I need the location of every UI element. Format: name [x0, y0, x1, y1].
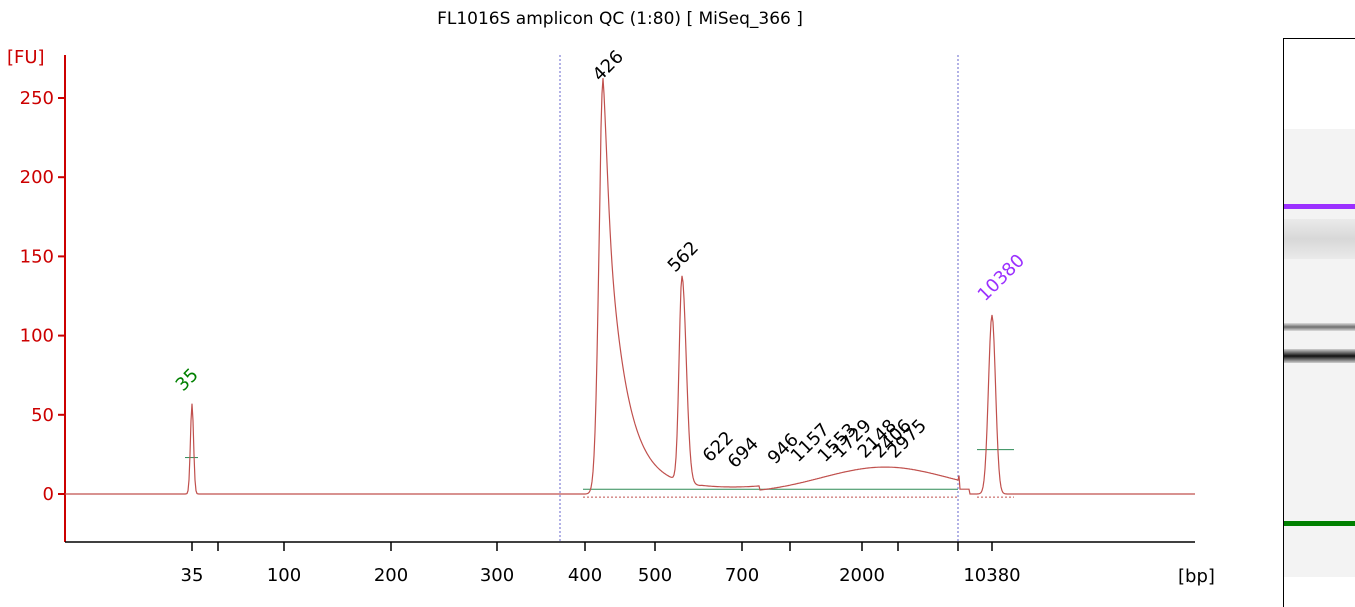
x-tick-label: 2000	[839, 565, 885, 586]
x-tick-label: 700	[725, 565, 759, 586]
x-tick-label: 400	[568, 565, 602, 586]
x-tick-label: 100	[267, 565, 301, 586]
gel-band-426	[1284, 349, 1355, 363]
y-axis-label: [FU]	[7, 47, 45, 68]
x-tick-label: 300	[480, 565, 514, 586]
y-tick-label: 250	[20, 88, 54, 109]
x-tick-label: 10380	[963, 565, 1020, 586]
x-tick-label: 35	[181, 565, 204, 586]
gel-lower-marker-band	[1284, 521, 1355, 526]
x-axis-label: [bp]	[1178, 566, 1215, 587]
electropherogram-chart: FL1016S amplicon QC (1:80) [ MiSeq_366 ]…	[7, 9, 1215, 587]
y-tick-label: 100	[20, 326, 54, 347]
y-tick-label: 200	[20, 167, 54, 188]
gel-smear	[1284, 219, 1355, 259]
gel-upper-marker-band	[1284, 204, 1355, 209]
y-tick-label: 150	[20, 246, 54, 267]
gel-image	[1283, 38, 1355, 607]
signal-trace	[65, 78, 1195, 495]
y-tick-label: 50	[31, 405, 54, 426]
peak-label: 426	[589, 46, 628, 85]
x-tick-label: 200	[374, 565, 408, 586]
y-tick-label: 0	[43, 484, 54, 505]
peak-label: 35	[172, 364, 203, 395]
peak-label: 562	[664, 237, 703, 276]
gel-band-562	[1284, 323, 1355, 331]
x-tick-label: 500	[638, 565, 672, 586]
chart-title: FL1016S amplicon QC (1:80) [ MiSeq_366 ]	[437, 9, 803, 29]
peak-label: 10380	[974, 250, 1029, 305]
